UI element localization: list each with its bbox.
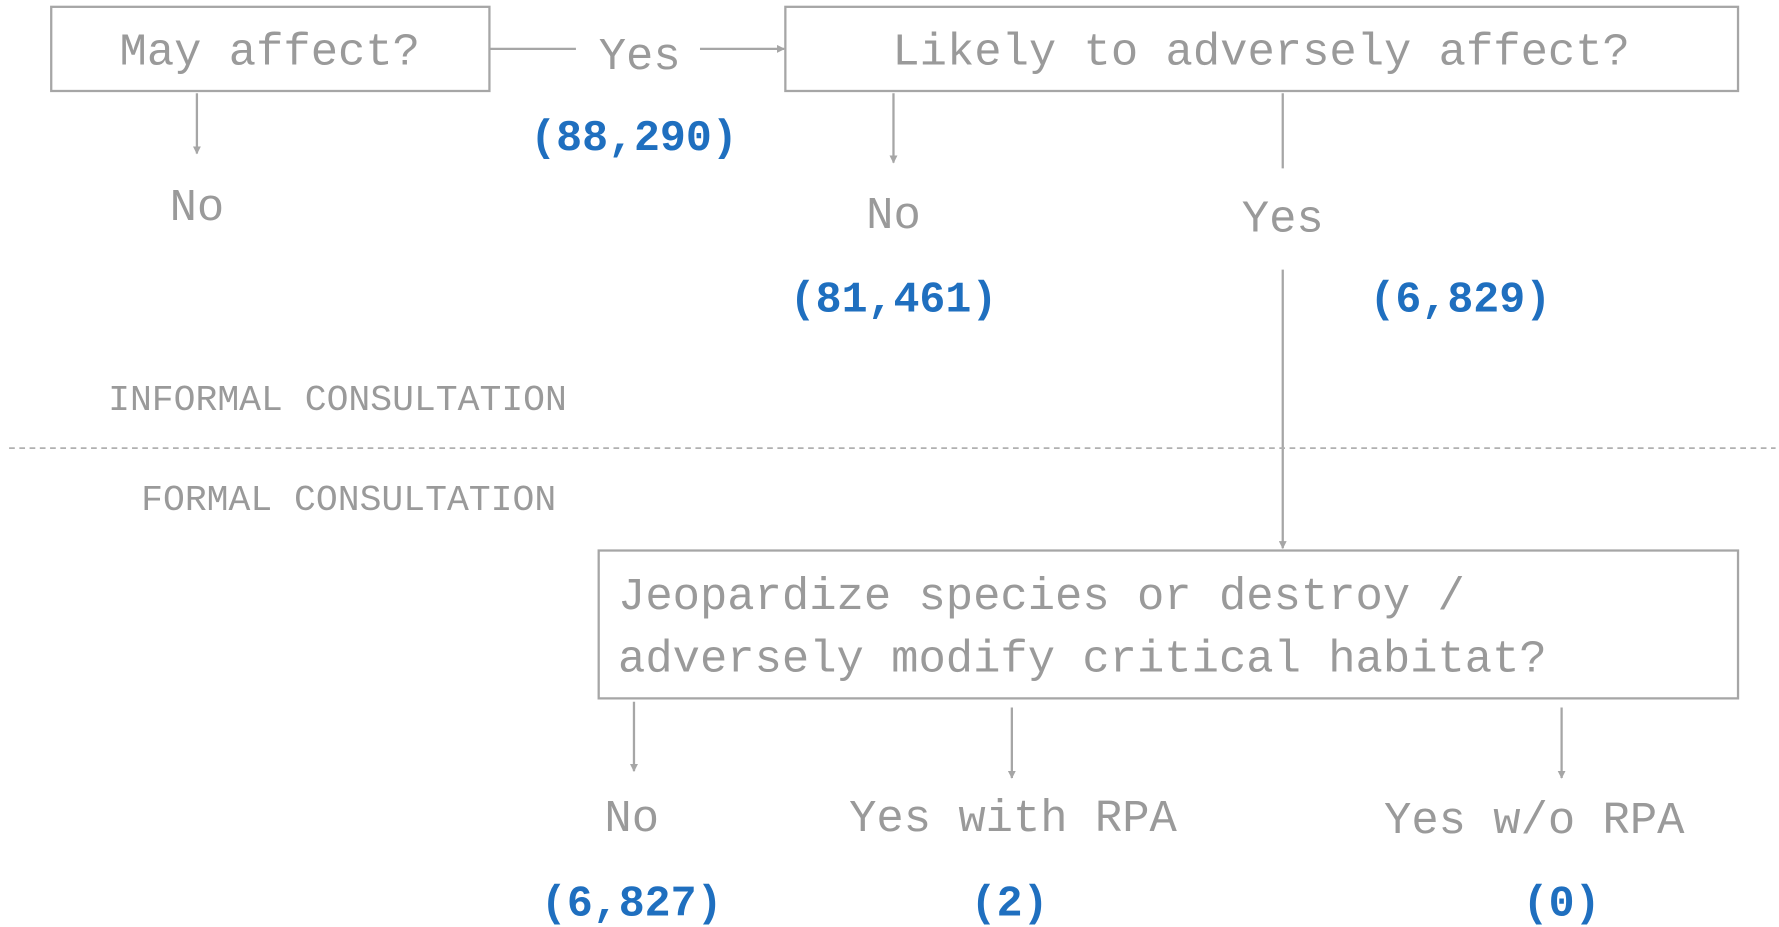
edge-count: (0) [1523,880,1601,927]
edge-label: No [604,793,659,845]
edge-count: (81,461) [790,276,998,325]
node-label: May affect? [120,26,420,78]
node-label: Jeopardize species or destroy / [618,571,1465,623]
edge-label: Yes w/o RPA [1384,795,1685,847]
edge-count: (88,290) [530,114,738,163]
edge-label: No [170,182,225,234]
node-label: adversely modify critical habitat? [618,634,1547,686]
edge-count: (2) [971,880,1049,927]
edge-label: Yes [1242,194,1324,246]
edge-count: (6,827) [541,880,723,927]
section-label: FORMAL CONSULTATION [141,480,556,521]
edge-count: (6,829) [1369,276,1551,325]
edge-label: Yes with RPA [849,793,1177,845]
edge-label: Yes [599,31,681,83]
decision-box [50,5,491,93]
decision-box [597,549,1740,700]
section-label: INFORMAL CONSULTATION [108,380,567,421]
node-label: Likely to adversely affect? [892,26,1629,78]
edge-label: No [866,190,921,242]
decision-box [784,5,1740,93]
